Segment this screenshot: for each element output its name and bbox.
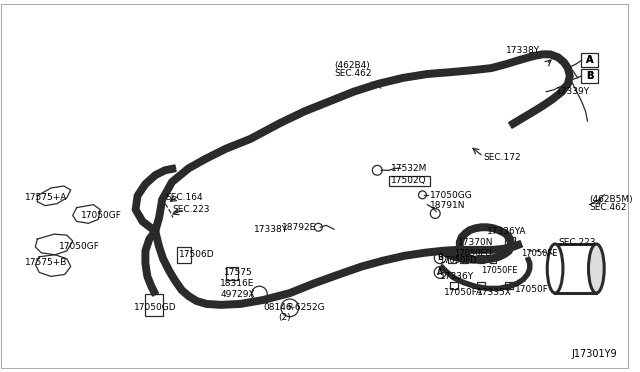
Text: 17502Q: 17502Q xyxy=(391,176,427,185)
Text: 18792E: 18792E xyxy=(282,223,316,232)
Text: 17339Y: 17339Y xyxy=(556,87,590,96)
Text: B: B xyxy=(586,71,593,81)
Bar xyxy=(389,176,430,186)
Text: SEC.223: SEC.223 xyxy=(172,205,209,214)
Text: 17050FE: 17050FE xyxy=(521,249,557,258)
Text: 17050F: 17050F xyxy=(515,285,548,294)
Text: 17336Y: 17336Y xyxy=(440,272,474,281)
Text: 08146-6252G: 08146-6252G xyxy=(263,303,325,312)
Text: 17370N: 17370N xyxy=(458,238,493,247)
Ellipse shape xyxy=(547,244,563,293)
Text: SEC.164: SEC.164 xyxy=(165,193,203,202)
Text: 17336YA: 17336YA xyxy=(487,227,527,236)
Text: 17050GD: 17050GD xyxy=(134,303,176,312)
Bar xyxy=(177,247,191,263)
Text: 17050FE: 17050FE xyxy=(481,266,518,275)
Text: 18791N: 18791N xyxy=(430,201,466,210)
Text: 17506D: 17506D xyxy=(179,250,214,259)
Text: A: A xyxy=(437,268,443,277)
Text: 17338Y: 17338Y xyxy=(253,225,287,234)
Text: 17575+B: 17575+B xyxy=(24,258,67,267)
FancyBboxPatch shape xyxy=(580,53,598,67)
Bar xyxy=(555,244,596,293)
Text: B: B xyxy=(586,71,593,81)
Circle shape xyxy=(252,286,268,302)
Text: 17532M: 17532M xyxy=(391,164,428,173)
Bar xyxy=(448,255,456,263)
Text: 17050FA: 17050FA xyxy=(444,288,483,296)
Bar xyxy=(490,255,496,263)
Text: 17575+A: 17575+A xyxy=(24,193,67,202)
FancyBboxPatch shape xyxy=(580,69,598,83)
Text: 17575: 17575 xyxy=(224,268,253,277)
Text: 18316E: 18316E xyxy=(220,279,255,288)
Bar xyxy=(477,282,485,289)
Text: (462B5M): (462B5M) xyxy=(589,195,633,204)
Text: B: B xyxy=(437,253,443,262)
Text: 17338Y: 17338Y xyxy=(506,46,540,55)
Text: 17050FD: 17050FD xyxy=(439,256,477,265)
Ellipse shape xyxy=(589,244,604,293)
Text: (462B4): (462B4) xyxy=(334,61,370,70)
Bar xyxy=(145,294,163,316)
Bar xyxy=(226,267,237,280)
Text: 17050GF: 17050GF xyxy=(59,243,100,251)
Text: (2): (2) xyxy=(278,313,291,322)
Circle shape xyxy=(281,299,299,317)
Bar xyxy=(505,282,513,289)
Text: SEC.462: SEC.462 xyxy=(589,203,627,212)
Bar xyxy=(479,255,484,263)
Text: SEC.223: SEC.223 xyxy=(558,238,596,247)
Bar xyxy=(505,237,515,245)
Text: 17050FD: 17050FD xyxy=(454,249,492,258)
Text: A: A xyxy=(586,55,593,65)
Circle shape xyxy=(435,252,446,264)
Text: 17335X: 17335X xyxy=(477,288,511,296)
Bar xyxy=(450,282,458,289)
Text: SEC.462: SEC.462 xyxy=(334,68,372,77)
Text: 17050GG: 17050GG xyxy=(430,191,473,201)
Text: SEC.172: SEC.172 xyxy=(483,153,521,162)
Text: A: A xyxy=(586,55,593,65)
Bar xyxy=(460,255,468,263)
Circle shape xyxy=(435,267,446,278)
Text: R: R xyxy=(287,303,292,312)
Text: 17050GF: 17050GF xyxy=(81,211,122,220)
Text: 49729X: 49729X xyxy=(220,289,255,299)
Text: J17301Y9: J17301Y9 xyxy=(572,349,617,359)
